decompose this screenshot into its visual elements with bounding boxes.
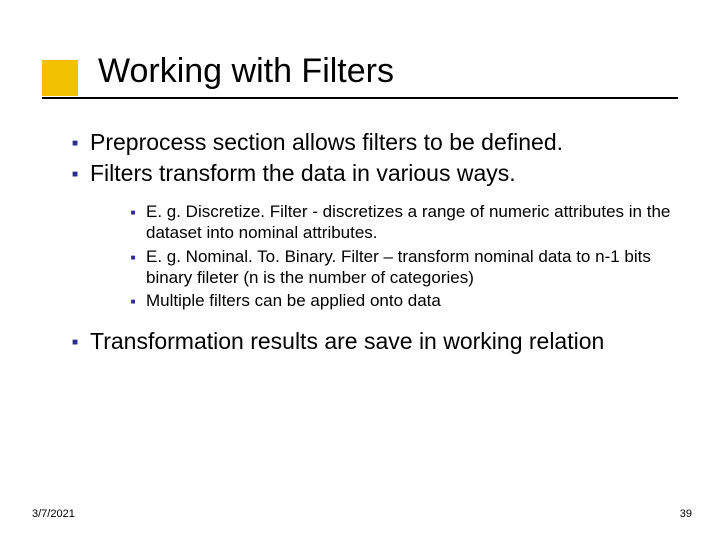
bullet-l1: ■ Filters transform the data in various … <box>60 159 680 188</box>
bullet-text: Transformation results are save in worki… <box>90 327 680 356</box>
square-bullet-icon: ■ <box>120 201 146 217</box>
slide-body: ■ Preprocess section allows filters to b… <box>60 128 680 358</box>
square-bullet-icon: ■ <box>60 128 90 149</box>
footer-date: 3/7/2021 <box>32 508 75 520</box>
bullet-l2: ■ Multiple filters can be applied onto d… <box>120 290 680 311</box>
sub-bullet-group: ■ E. g. Discretize. Filter - discretizes… <box>120 201 680 311</box>
square-bullet-icon: ■ <box>60 159 90 180</box>
bullet-text: E. g. Nominal. To. Binary. Filter – tran… <box>146 246 680 289</box>
bullet-l1: ■ Preprocess section allows filters to b… <box>60 128 680 157</box>
slide-title: Working with Filters <box>98 52 394 91</box>
bullet-text: Preprocess section allows filters to be … <box>90 128 680 157</box>
bullet-text: Filters transform the data in various wa… <box>90 159 680 188</box>
bullet-l2: ■ E. g. Nominal. To. Binary. Filter – tr… <box>120 246 680 289</box>
square-bullet-icon: ■ <box>120 246 146 262</box>
square-bullet-icon: ■ <box>60 327 90 348</box>
title-accent-box <box>42 60 78 96</box>
bullet-text: Multiple filters can be applied onto dat… <box>146 290 680 311</box>
footer-page-number: 39 <box>680 508 692 520</box>
square-bullet-icon: ■ <box>120 290 146 306</box>
bullet-text: E. g. Discretize. Filter - discretizes a… <box>146 201 680 244</box>
bullet-l1: ■ Transformation results are save in wor… <box>60 327 680 356</box>
title-underline <box>42 97 678 99</box>
bullet-l2: ■ E. g. Discretize. Filter - discretizes… <box>120 201 680 244</box>
